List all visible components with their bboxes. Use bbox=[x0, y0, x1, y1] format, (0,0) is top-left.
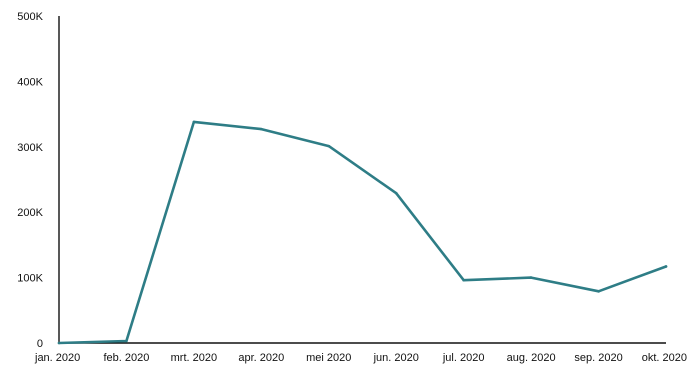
y-axis-tick-labels: 0 100K 200K 300K 400K 500K bbox=[17, 11, 43, 350]
data-point bbox=[260, 127, 263, 131]
series-line bbox=[57, 120, 668, 345]
y-tick-label: 0 bbox=[37, 338, 43, 350]
data-point bbox=[327, 144, 331, 148]
x-axis-tick-labels: jan. 2020 feb. 2020 mrt. 2020 apr. 2020 mei … bbox=[34, 352, 687, 364]
x-tick-label: sep. 2020 bbox=[574, 352, 622, 364]
x-tick-label: jun. 2020 bbox=[373, 352, 419, 364]
x-tick-label: jan. 2020 bbox=[34, 352, 80, 364]
y-tick-label: 100K bbox=[17, 273, 43, 285]
x-tick-label: mrt. 2020 bbox=[171, 352, 217, 364]
data-point bbox=[57, 341, 61, 345]
x-tick-label: aug. 2020 bbox=[507, 352, 556, 364]
data-point bbox=[664, 265, 668, 268]
x-tick-label: feb. 2020 bbox=[104, 352, 150, 364]
y-tick-label: 500K bbox=[17, 11, 43, 23]
data-point bbox=[462, 278, 465, 282]
data-point bbox=[394, 191, 398, 195]
series-group bbox=[57, 120, 668, 345]
y-tick-label: 200K bbox=[17, 207, 43, 219]
x-tick-label: jul. 2020 bbox=[442, 352, 485, 364]
data-point bbox=[529, 276, 533, 279]
x-tick-label: okt. 2020 bbox=[642, 352, 687, 364]
data-point bbox=[125, 339, 128, 343]
x-tick-label: mei 2020 bbox=[306, 352, 351, 364]
data-point bbox=[192, 120, 196, 124]
y-tick-label: 300K bbox=[17, 142, 43, 154]
x-tick-label: apr. 2020 bbox=[238, 352, 284, 364]
y-tick-label: 400K bbox=[17, 76, 43, 88]
data-point bbox=[597, 290, 600, 293]
